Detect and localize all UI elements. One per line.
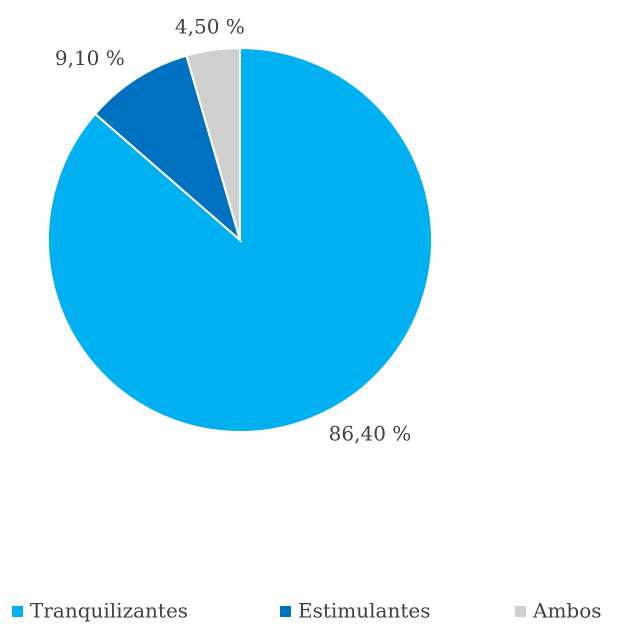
pie-slice [47,46,433,433]
legend-label: Ambos [532,599,602,623]
data-label: 9,10 % [55,46,125,70]
data-label: 86,40 % [329,421,412,445]
pie-slice [185,46,241,241]
pie-slice [93,54,242,243]
legend-label: Tranquilizantes [30,599,188,623]
legend-swatch [280,606,291,617]
legend-label: Estimulantes [298,599,430,623]
legend-swatch [515,606,526,617]
data-label: 4,50 % [175,15,245,39]
legend-swatch [12,606,23,617]
